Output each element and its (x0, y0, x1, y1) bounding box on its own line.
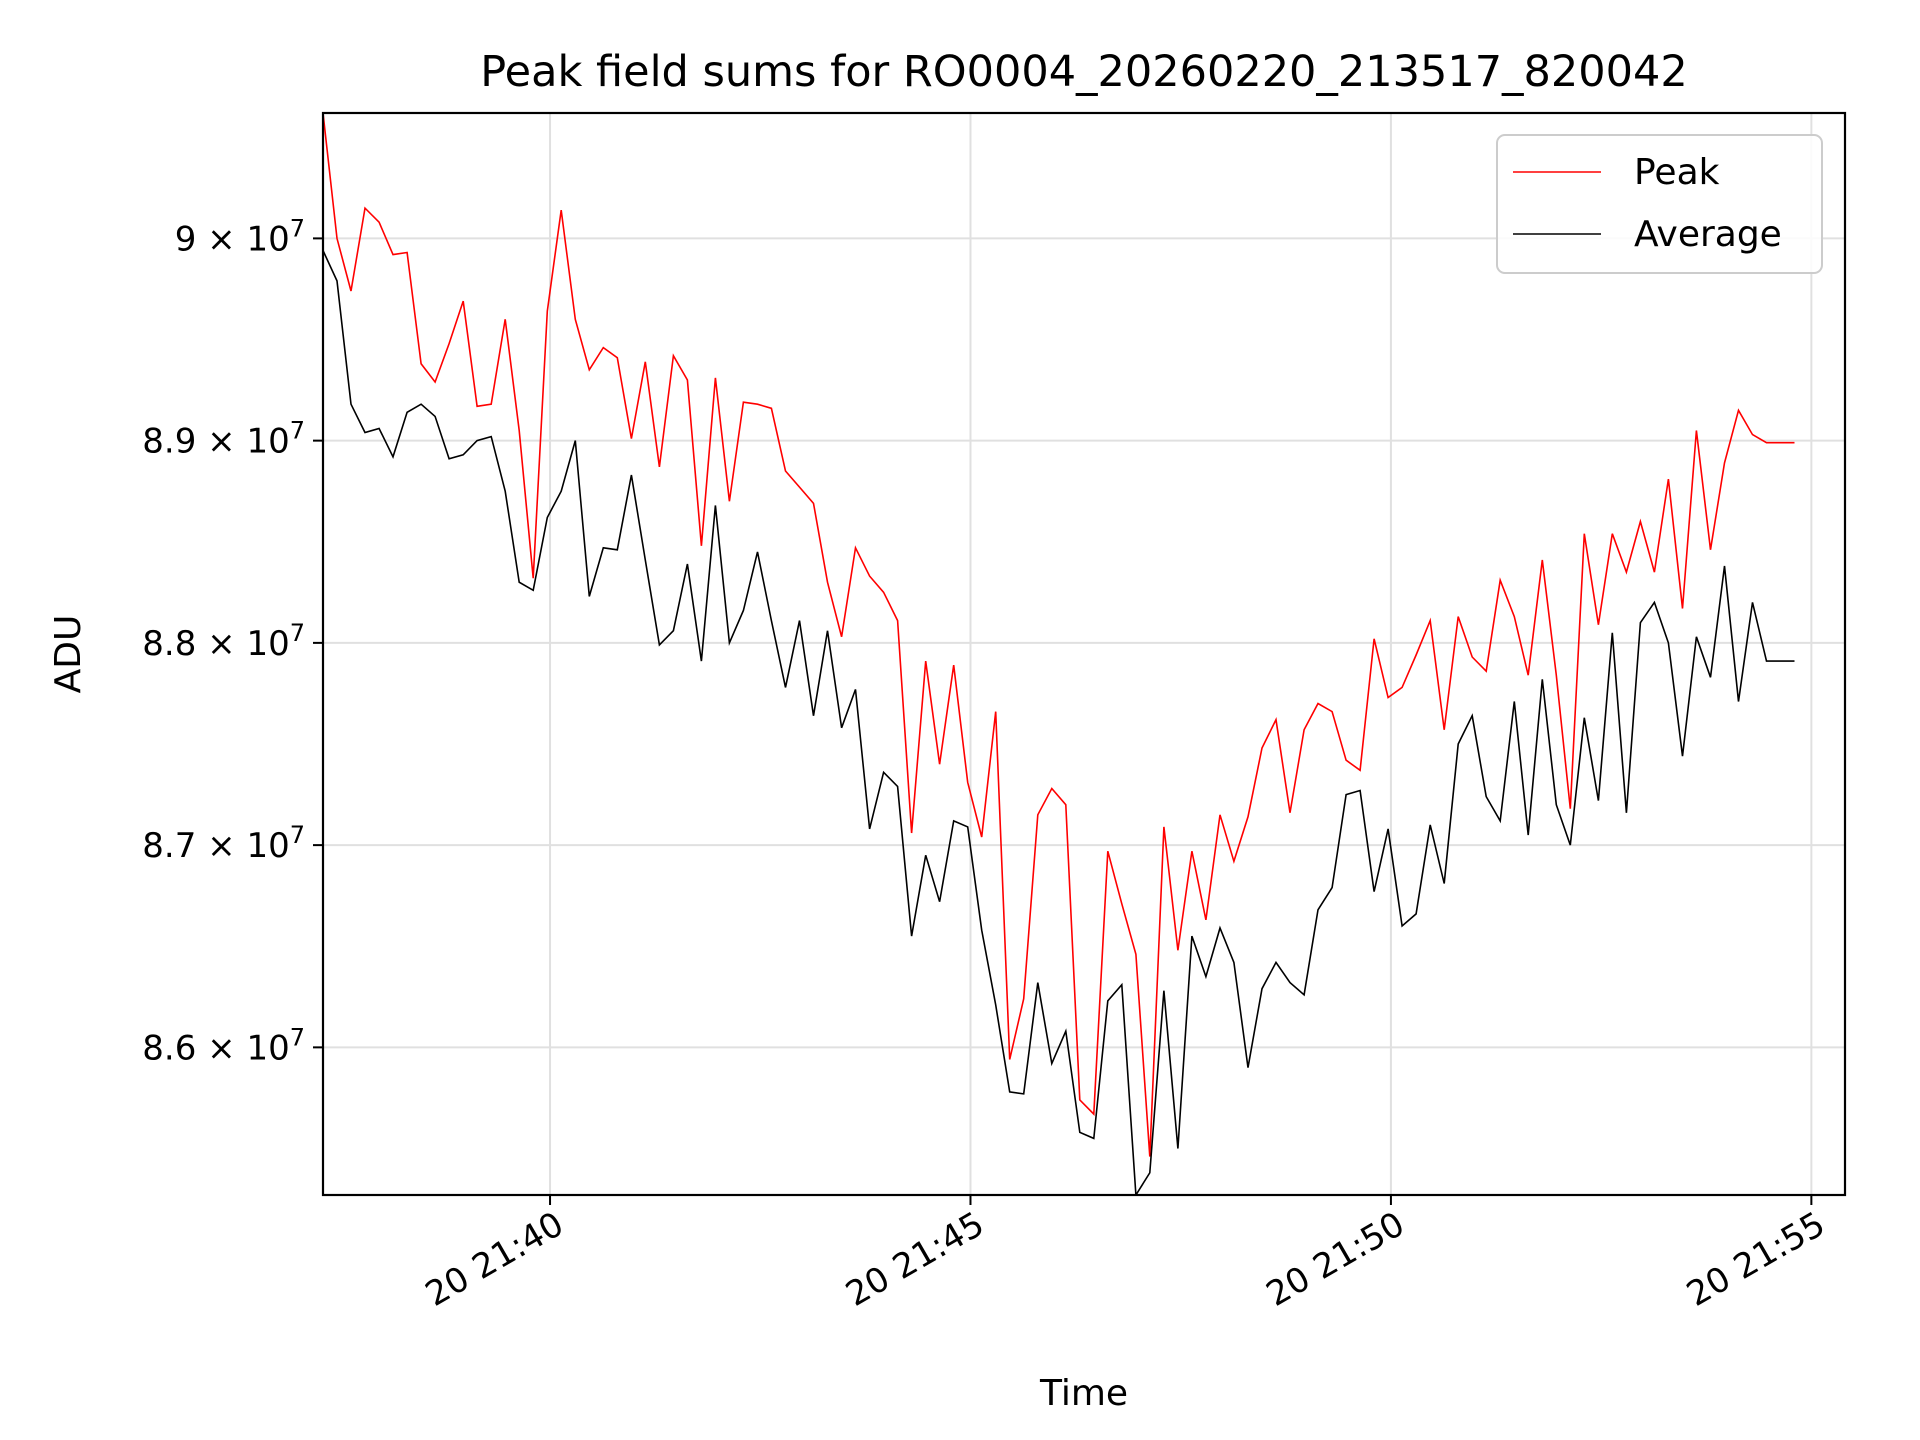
y-tick-times: × (196, 219, 246, 259)
y-tick-base: 10 (246, 1028, 289, 1068)
y-tick-mantissa: 9 (175, 219, 197, 259)
grid (323, 113, 1845, 1195)
y-tick-label: 8.7 × 107 (142, 821, 305, 866)
x-axis-label: Time (1039, 1373, 1128, 1414)
y-tick-mantissa: 8.7 (142, 826, 196, 866)
y-tick-base: 10 (246, 422, 289, 462)
y-tick-label: 8.8 × 107 (142, 619, 305, 664)
y-tick-exponent: 7 (290, 214, 305, 242)
y-tick-times: × (196, 422, 246, 462)
y-tick-exponent: 7 (290, 821, 305, 849)
y-tick-times: × (196, 826, 246, 866)
y-tick-base: 10 (246, 624, 289, 664)
y-tick-base: 10 (246, 826, 289, 866)
series-lines (323, 113, 1795, 1195)
y-tick-exponent: 7 (290, 1023, 305, 1051)
y-tick-mantissa: 8.8 (142, 624, 196, 664)
legend-box (1496, 134, 1823, 274)
y-tick-exponent: 7 (290, 619, 305, 647)
legend-average-label: Average (1634, 214, 1782, 255)
series-line-average (323, 250, 1795, 1195)
chart-title: Peak field sums for RO0004_20260220_2135… (480, 47, 1687, 97)
y-tick-label: 9 × 107 (175, 214, 305, 259)
y-tick-mantissa: 8.9 (142, 422, 196, 462)
y-axis-label: ADU (48, 615, 89, 694)
series-line-peak (323, 113, 1795, 1157)
y-tick-times: × (196, 1028, 246, 1068)
legend: Peak Average (1496, 134, 1823, 274)
plot-frame (321, 111, 1847, 1197)
y-tick-exponent: 7 (290, 417, 305, 445)
legend-peak-label: Peak (1634, 152, 1720, 193)
y-tick-times: × (196, 624, 246, 664)
y-tick-base: 10 (246, 219, 289, 259)
y-tick-label: 8.6 × 107 (142, 1023, 305, 1068)
y-tick-label: 8.9 × 107 (142, 417, 305, 462)
y-tick-mantissa: 8.6 (142, 1028, 196, 1068)
